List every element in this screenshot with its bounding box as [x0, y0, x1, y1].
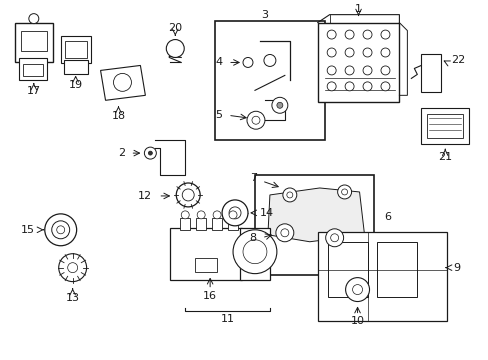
- Circle shape: [148, 151, 152, 155]
- Circle shape: [276, 102, 282, 108]
- Text: 19: 19: [68, 80, 82, 90]
- Circle shape: [45, 214, 77, 246]
- Bar: [196, 218, 206, 230]
- Circle shape: [362, 48, 371, 57]
- Bar: [317, 232, 447, 321]
- Circle shape: [228, 207, 241, 219]
- Text: 8: 8: [248, 233, 255, 243]
- Text: 17: 17: [27, 86, 41, 96]
- Bar: [15, 23, 53, 62]
- Circle shape: [280, 229, 288, 237]
- Circle shape: [222, 200, 247, 226]
- Text: 2: 2: [118, 148, 125, 158]
- Bar: [327, 242, 367, 297]
- Circle shape: [380, 48, 389, 57]
- Text: 3: 3: [261, 10, 268, 20]
- Circle shape: [326, 66, 335, 75]
- Circle shape: [345, 82, 353, 91]
- Circle shape: [228, 211, 237, 219]
- Circle shape: [271, 97, 287, 113]
- Text: 13: 13: [65, 293, 80, 302]
- Circle shape: [380, 66, 389, 75]
- Circle shape: [264, 54, 275, 67]
- Bar: [421, 54, 440, 92]
- Text: 4: 4: [215, 58, 222, 67]
- Circle shape: [337, 185, 351, 199]
- Bar: [21, 31, 47, 50]
- Circle shape: [345, 66, 353, 75]
- Circle shape: [29, 14, 39, 24]
- Circle shape: [246, 111, 264, 129]
- Text: 16: 16: [203, 291, 217, 301]
- Bar: [61, 36, 90, 63]
- Circle shape: [181, 211, 189, 219]
- Circle shape: [233, 230, 276, 274]
- Polygon shape: [267, 188, 364, 242]
- Circle shape: [59, 254, 86, 282]
- Circle shape: [362, 30, 371, 39]
- Circle shape: [197, 211, 205, 219]
- Bar: [427, 114, 462, 138]
- Text: 10: 10: [350, 316, 364, 327]
- Circle shape: [166, 40, 184, 58]
- Circle shape: [326, 30, 335, 39]
- Bar: [215, 21, 324, 140]
- Circle shape: [326, 48, 335, 57]
- Circle shape: [243, 240, 266, 264]
- Circle shape: [213, 211, 221, 219]
- Bar: [377, 242, 416, 297]
- Text: 14: 14: [260, 208, 273, 218]
- Bar: [170, 228, 242, 280]
- Bar: [212, 218, 222, 230]
- Text: 12: 12: [138, 191, 152, 201]
- Circle shape: [251, 116, 260, 124]
- Bar: [317, 23, 399, 102]
- Bar: [421, 108, 468, 144]
- Circle shape: [345, 48, 353, 57]
- Text: 1: 1: [354, 4, 361, 14]
- Circle shape: [352, 285, 362, 294]
- Circle shape: [362, 82, 371, 91]
- Text: 5: 5: [215, 110, 222, 120]
- Bar: [195, 258, 217, 272]
- Circle shape: [67, 263, 78, 273]
- Text: 6: 6: [384, 212, 391, 222]
- Circle shape: [362, 66, 371, 75]
- Circle shape: [52, 221, 69, 239]
- Bar: [64, 41, 86, 58]
- Bar: [227, 218, 238, 230]
- Circle shape: [113, 73, 131, 91]
- Circle shape: [57, 226, 64, 234]
- Text: 15: 15: [21, 225, 35, 235]
- Text: 11: 11: [221, 314, 235, 324]
- Circle shape: [182, 189, 194, 201]
- Circle shape: [330, 234, 338, 242]
- Circle shape: [341, 189, 347, 195]
- Circle shape: [326, 82, 335, 91]
- Circle shape: [345, 278, 369, 302]
- Circle shape: [176, 183, 200, 207]
- Text: 20: 20: [168, 23, 182, 33]
- Circle shape: [282, 188, 296, 202]
- Bar: [254, 175, 374, 275]
- Circle shape: [325, 229, 343, 247]
- Circle shape: [380, 82, 389, 91]
- Bar: [63, 60, 87, 75]
- Circle shape: [275, 224, 293, 242]
- Circle shape: [380, 30, 389, 39]
- Text: 7: 7: [249, 173, 256, 183]
- Bar: [19, 58, 47, 80]
- Text: 18: 18: [111, 111, 125, 121]
- Text: 21: 21: [437, 152, 451, 162]
- Circle shape: [286, 192, 292, 198]
- Bar: [240, 228, 269, 280]
- Bar: [23, 64, 42, 76]
- Polygon shape: [101, 66, 145, 100]
- Circle shape: [345, 30, 353, 39]
- Text: 9: 9: [452, 263, 459, 273]
- Circle shape: [243, 58, 252, 67]
- Circle shape: [144, 147, 156, 159]
- Bar: [180, 218, 190, 230]
- Text: 22: 22: [450, 55, 465, 66]
